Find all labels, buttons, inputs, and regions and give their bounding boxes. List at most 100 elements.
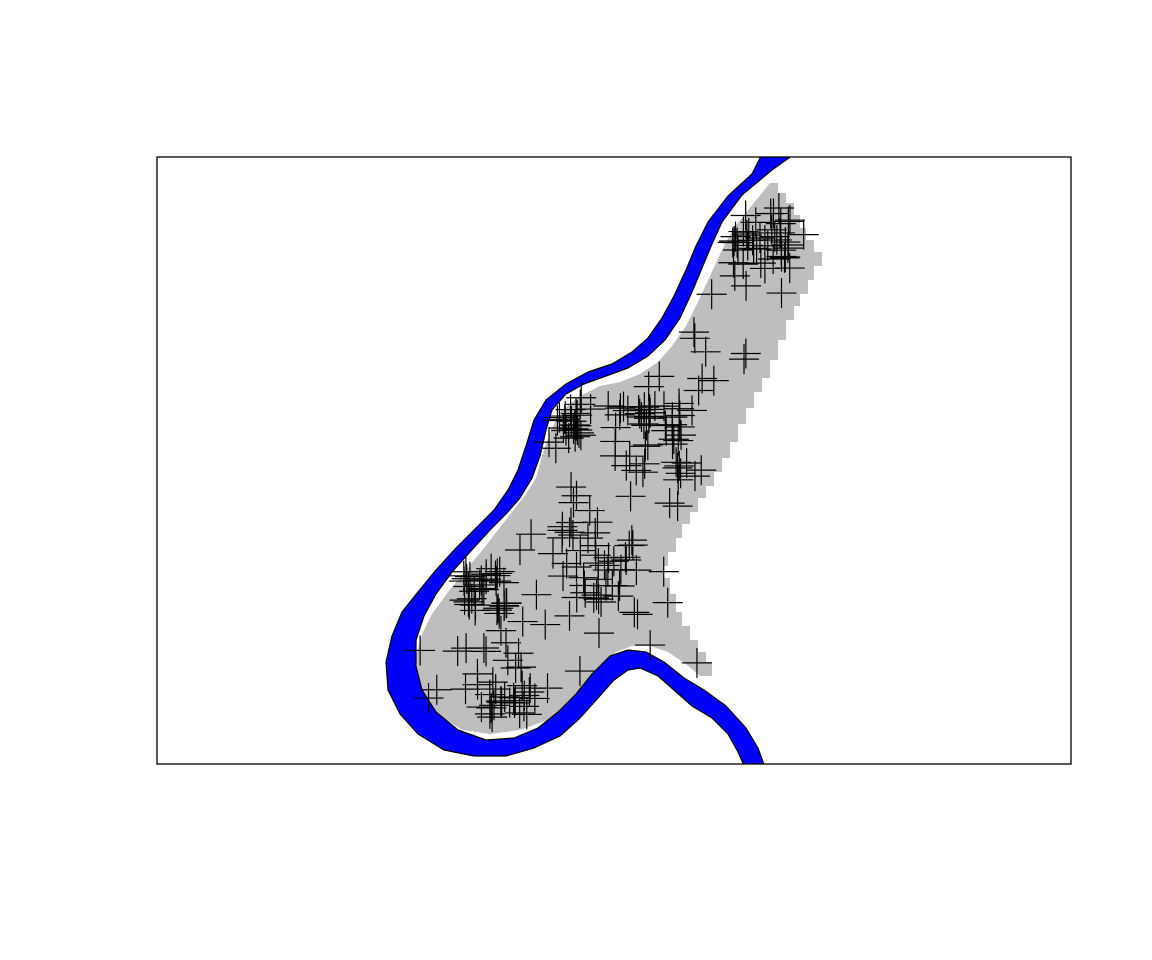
plus-marker-icon bbox=[678, 317, 709, 348]
plus-marker-icon bbox=[763, 192, 794, 223]
plus-marker-icon bbox=[561, 398, 592, 429]
plus-marker-icon bbox=[616, 525, 647, 556]
plus-marker-icon bbox=[756, 214, 787, 245]
plus-marker-icon bbox=[633, 403, 664, 434]
plus-marker-icon bbox=[663, 425, 694, 456]
plus-marker-icon bbox=[629, 392, 660, 423]
plus-marker-icon bbox=[530, 609, 561, 640]
plus-marker-icon bbox=[521, 579, 552, 610]
plus-marker-icon bbox=[632, 430, 663, 461]
plus-marker-icon bbox=[730, 338, 761, 369]
plus-marker-icon bbox=[480, 560, 511, 591]
plus-marker-icon bbox=[654, 488, 685, 519]
plus-marker-icon bbox=[605, 554, 636, 585]
plus-marker-icon bbox=[741, 233, 772, 264]
plus-marker-icon bbox=[593, 542, 624, 573]
plus-marker-icon bbox=[586, 586, 617, 617]
plus-marker-icon bbox=[622, 599, 653, 630]
plus-marker-icon bbox=[575, 394, 606, 425]
plus-marker-icon bbox=[644, 361, 675, 392]
plus-marker-icon bbox=[683, 375, 714, 406]
plus-marker-icon bbox=[492, 645, 523, 676]
plus-marker-icon bbox=[679, 323, 710, 354]
plus-marker-icon bbox=[405, 635, 436, 666]
plus-marker-icon bbox=[624, 398, 655, 429]
plus-marker-icon bbox=[686, 455, 717, 486]
plus-marker-icon bbox=[558, 487, 589, 518]
plus-marker-icon bbox=[485, 615, 516, 646]
plus-marker-icon bbox=[489, 590, 520, 621]
plus-marker-icon bbox=[564, 656, 595, 687]
plus-marker-icon bbox=[719, 260, 750, 291]
plus-marker-icon bbox=[556, 472, 587, 503]
plus-marker-icon bbox=[568, 562, 599, 593]
plus-marker-icon bbox=[598, 546, 629, 577]
plus-marker-icon bbox=[677, 395, 708, 426]
plus-marker-icon bbox=[572, 523, 603, 554]
plus-marker-icon bbox=[664, 450, 695, 481]
plus-marker-icon bbox=[478, 690, 509, 721]
plus-marker-icon bbox=[421, 674, 452, 705]
plus-marker-icon bbox=[619, 597, 650, 628]
plus-marker-icon bbox=[635, 630, 666, 661]
plus-marker-icon bbox=[442, 636, 473, 667]
plus-marker-icon bbox=[484, 598, 515, 629]
plus-marker-icon bbox=[570, 577, 601, 608]
plus-marker-icon bbox=[565, 420, 596, 451]
plus-marker-icon bbox=[413, 683, 444, 714]
plus-marker-icon bbox=[744, 222, 775, 253]
plus-marker-icon bbox=[658, 424, 689, 455]
plus-marker-icon bbox=[648, 556, 679, 587]
plus-marker-icon bbox=[690, 336, 721, 367]
plus-marker-icon bbox=[732, 230, 763, 261]
plus-marker-icon bbox=[629, 448, 660, 479]
plus-marker-icon bbox=[648, 391, 679, 422]
plus-marker-icon bbox=[462, 658, 493, 689]
plus-marker-icon bbox=[679, 461, 710, 492]
plus-marker-icon bbox=[774, 253, 805, 284]
plus-marker-icon bbox=[604, 399, 635, 430]
point-markers bbox=[405, 192, 819, 733]
plus-marker-icon bbox=[657, 409, 688, 440]
plus-marker-icon bbox=[580, 517, 611, 548]
plus-marker-icon bbox=[582, 507, 613, 538]
plus-marker-icon bbox=[631, 410, 662, 441]
plus-marker-icon bbox=[681, 647, 712, 678]
plus-marker-icon bbox=[500, 653, 531, 684]
plus-marker-icon bbox=[605, 393, 636, 424]
plus-marker-icon bbox=[482, 558, 513, 589]
plus-marker-icon bbox=[566, 382, 597, 413]
plus-marker-icon bbox=[555, 507, 586, 538]
plus-marker-icon bbox=[662, 452, 693, 483]
plot-frame bbox=[156, 156, 1072, 765]
plus-marker-icon bbox=[554, 600, 585, 631]
plus-marker-icon bbox=[551, 548, 582, 579]
plus-marker-icon bbox=[717, 227, 748, 258]
plus-marker-icon bbox=[766, 278, 797, 309]
plus-marker-icon bbox=[729, 344, 760, 375]
plus-marker-icon bbox=[557, 520, 588, 551]
plus-marker-icon bbox=[450, 556, 481, 587]
plus-marker-icon bbox=[663, 464, 694, 495]
plus-marker-icon bbox=[514, 676, 545, 707]
plus-marker-icon bbox=[454, 589, 485, 620]
plus-marker-icon bbox=[548, 561, 579, 592]
plus-marker-icon bbox=[498, 682, 529, 713]
plus-marker-icon bbox=[507, 606, 538, 637]
plus-marker-icon bbox=[480, 674, 511, 705]
plus-marker-icon bbox=[516, 519, 547, 550]
plus-marker-icon bbox=[774, 205, 805, 236]
plus-marker-icon bbox=[772, 233, 803, 264]
plus-marker-icon bbox=[604, 570, 635, 601]
plus-marker-icon bbox=[612, 395, 643, 426]
plus-marker-icon bbox=[561, 582, 592, 613]
plus-marker-icon bbox=[511, 699, 542, 730]
plus-marker-icon bbox=[589, 550, 620, 581]
plus-marker-icon bbox=[627, 457, 658, 488]
plus-marker-icon bbox=[696, 279, 727, 310]
plus-marker-icon bbox=[506, 652, 537, 683]
plus-marker-icon bbox=[652, 587, 683, 618]
plus-marker-icon bbox=[540, 433, 571, 464]
plus-marker-icon bbox=[509, 680, 540, 711]
